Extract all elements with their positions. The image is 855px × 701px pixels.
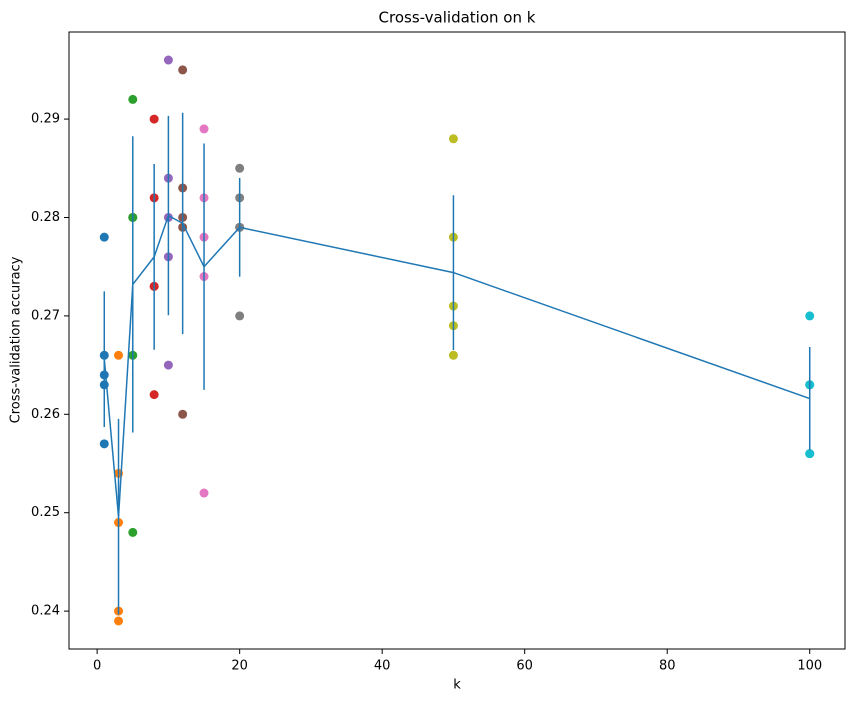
scatter-point (199, 488, 209, 498)
x-axis-label: k (453, 678, 461, 693)
mean-line (103, 214, 810, 517)
x-tick-label: 0 (93, 659, 101, 674)
y-tick-label: 0.24 (31, 604, 60, 619)
scatter-point (149, 390, 159, 400)
scatter-point (199, 124, 209, 134)
scatter-point (805, 449, 815, 459)
scatter-point (128, 527, 138, 537)
plot-frame (68, 31, 846, 650)
scatter-point (114, 350, 124, 360)
chart-title: Cross-validation on k (379, 9, 536, 27)
scatter-point (163, 55, 173, 65)
scatter-point (235, 311, 245, 321)
y-tick-label: 0.26 (31, 407, 60, 422)
y-tick-label: 0.25 (31, 505, 60, 520)
y-tick-label: 0.28 (31, 210, 60, 225)
scatter-point (128, 94, 138, 104)
x-tick-label: 20 (231, 659, 248, 674)
x-tick-label: 40 (374, 659, 391, 674)
scatter-point (178, 65, 188, 75)
scatter-point (448, 134, 458, 144)
scatter-point (99, 439, 109, 449)
scatter-point (448, 350, 458, 360)
scatter-point (163, 360, 173, 370)
scatter-point (805, 311, 815, 321)
y-tick-label: 0.27 (31, 308, 60, 323)
y-axis-label: Cross-validation accuracy (9, 256, 24, 423)
x-tick-label: 60 (516, 659, 533, 674)
x-tick-label: 100 (797, 659, 822, 674)
plot-area: 0 20 40 60 80 100 0.24 0.25 0.26 0.27 0.28 0.29 (31, 55, 822, 674)
scatter-point (149, 114, 159, 124)
scatter-point (235, 163, 245, 173)
y-tick-label: 0.29 (31, 112, 60, 127)
scatter-point (178, 409, 188, 419)
scatter-point (99, 232, 109, 242)
x-tick-label: 80 (659, 659, 676, 674)
scatter-point (114, 616, 124, 626)
